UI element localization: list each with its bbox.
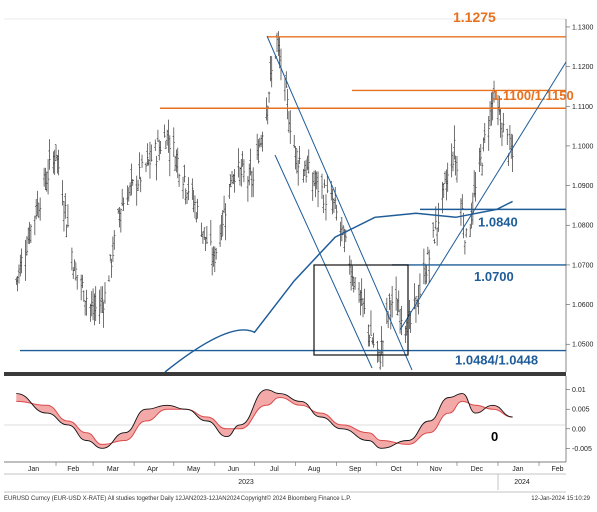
price-y-tick-label: 1.0600 [572, 302, 594, 309]
x-tick-label: Feb [552, 466, 564, 473]
downtrend-channel-lower [274, 154, 373, 369]
x-tick-label: Jan [512, 466, 523, 473]
price-y-tick-label: 1.0500 [572, 342, 594, 349]
trendlines [266, 35, 567, 371]
year-label: 2023 [238, 479, 254, 486]
moving-average-line [164, 200, 513, 373]
price-y-tick-label: 1.1000 [572, 143, 594, 150]
price-y-tick-label: 1.0900 [572, 183, 594, 190]
level-label: 1.0484/1.0448 [455, 353, 538, 368]
level-label: 1.1275 [453, 9, 496, 25]
oscillator-y-tick-label: -0.005 [572, 446, 592, 453]
x-axis [4, 461, 566, 475]
consolidation-box [313, 264, 409, 356]
footer-right: 12-Jan-2024 15:10:29 [531, 496, 590, 502]
oscillator-panel: 0.01 0.005 0.00 -0.005 0 [4, 376, 592, 462]
x-tick-label: May [187, 466, 201, 473]
level-label: 1.0700 [474, 269, 514, 284]
footer-left: EURUSD Curncy (EUR-USD X-RATE) All studi… [4, 496, 241, 502]
panel-divider [4, 372, 566, 376]
oscillator-signal-line [16, 396, 513, 445]
level-label: 1.0840 [478, 214, 518, 229]
price-panel: 1.1300 1.1200 1.1100 1.1000 1.0900 1.0800 1.07… [4, 9, 594, 373]
oscillator-y-tick-label: 0.005 [572, 407, 590, 414]
price-bars [15, 31, 514, 370]
downtrend-channel-upper [266, 35, 413, 371]
oscillator-fill [16, 389, 513, 449]
price-y-tick-label: 1.1300 [572, 24, 594, 31]
year-label: 2024 [514, 479, 530, 486]
x-tick-label: Apr [147, 466, 159, 473]
level-label: 1.1100/1.1150 [492, 88, 574, 103]
x-tick-label: Dec [471, 466, 484, 473]
oscillator-main-line [16, 389, 513, 449]
price-y-tick-label: 1.0700 [572, 262, 594, 269]
price-y-tick-label: 1.1100 [572, 104, 593, 111]
x-tick-label: Aug [308, 466, 321, 473]
footer-center: Copyright© 2024 Bloomberg Finance L.P. [241, 495, 352, 502]
x-tick-label: Mar [107, 466, 120, 473]
oscillator-y-axis: 0.01 0.005 0.00 -0.005 [566, 387, 592, 453]
oscillator-zero-annotation: 0 [491, 429, 498, 444]
x-tick-label: Oct [391, 466, 402, 473]
oscillator-y-tick-label: 0.01 [572, 387, 586, 394]
x-tick-label: Jun [228, 466, 239, 473]
x-tick-label: Nov [430, 466, 443, 473]
x-tick-label: Feb [67, 466, 79, 473]
price-y-axis: 1.1300 1.1200 1.1100 1.1000 1.0900 1.0800 1.07… [566, 24, 594, 349]
oscillator-y-tick-label: 0.00 [572, 426, 586, 433]
price-y-tick-label: 1.1200 [572, 64, 594, 71]
x-tick-label: Jan [28, 466, 39, 473]
uptrend-line [399, 61, 567, 331]
price-y-tick-label: 1.0800 [572, 223, 594, 230]
x-tick-label: Jul [270, 466, 279, 473]
horizontal-levels: 1.1275 1.1100/1.1150 1.0840 1.0700 1.0484/1.… [20, 9, 574, 368]
x-tick-label: Sep [349, 466, 362, 473]
